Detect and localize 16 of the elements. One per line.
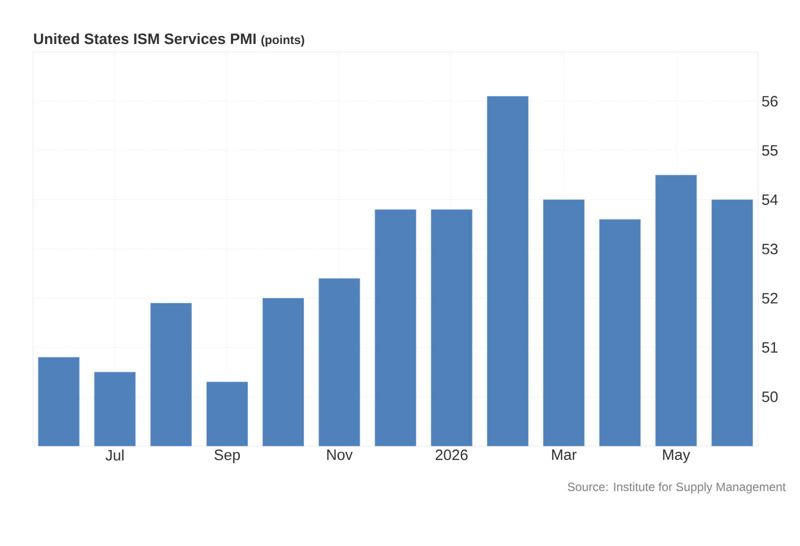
x-tick-label: 2026 — [436, 450, 468, 460]
y-tick-label: 54 — [762, 194, 778, 205]
x-tick-label: Sep — [214, 450, 240, 464]
chart-title: United States ISM Services PMI — [34, 33, 256, 44]
y-tick-label: 55 — [762, 145, 778, 156]
y-tick-label: 52 — [762, 292, 778, 304]
x-tick-label: Jul — [106, 450, 124, 461]
y-tick-label: 51 — [762, 342, 778, 353]
y-tick-label: 53 — [762, 244, 778, 254]
y-tick-label: 56 — [762, 96, 778, 107]
chart-subtitle: (points) — [261, 35, 304, 46]
source-note: Source: Institute for Supply Management — [568, 482, 786, 494]
x-tick-label: May — [663, 450, 690, 463]
y-tick-label: 50 — [762, 391, 778, 402]
x-tick-label: Mar — [552, 450, 577, 460]
x-tick-label: Nov — [327, 450, 353, 460]
